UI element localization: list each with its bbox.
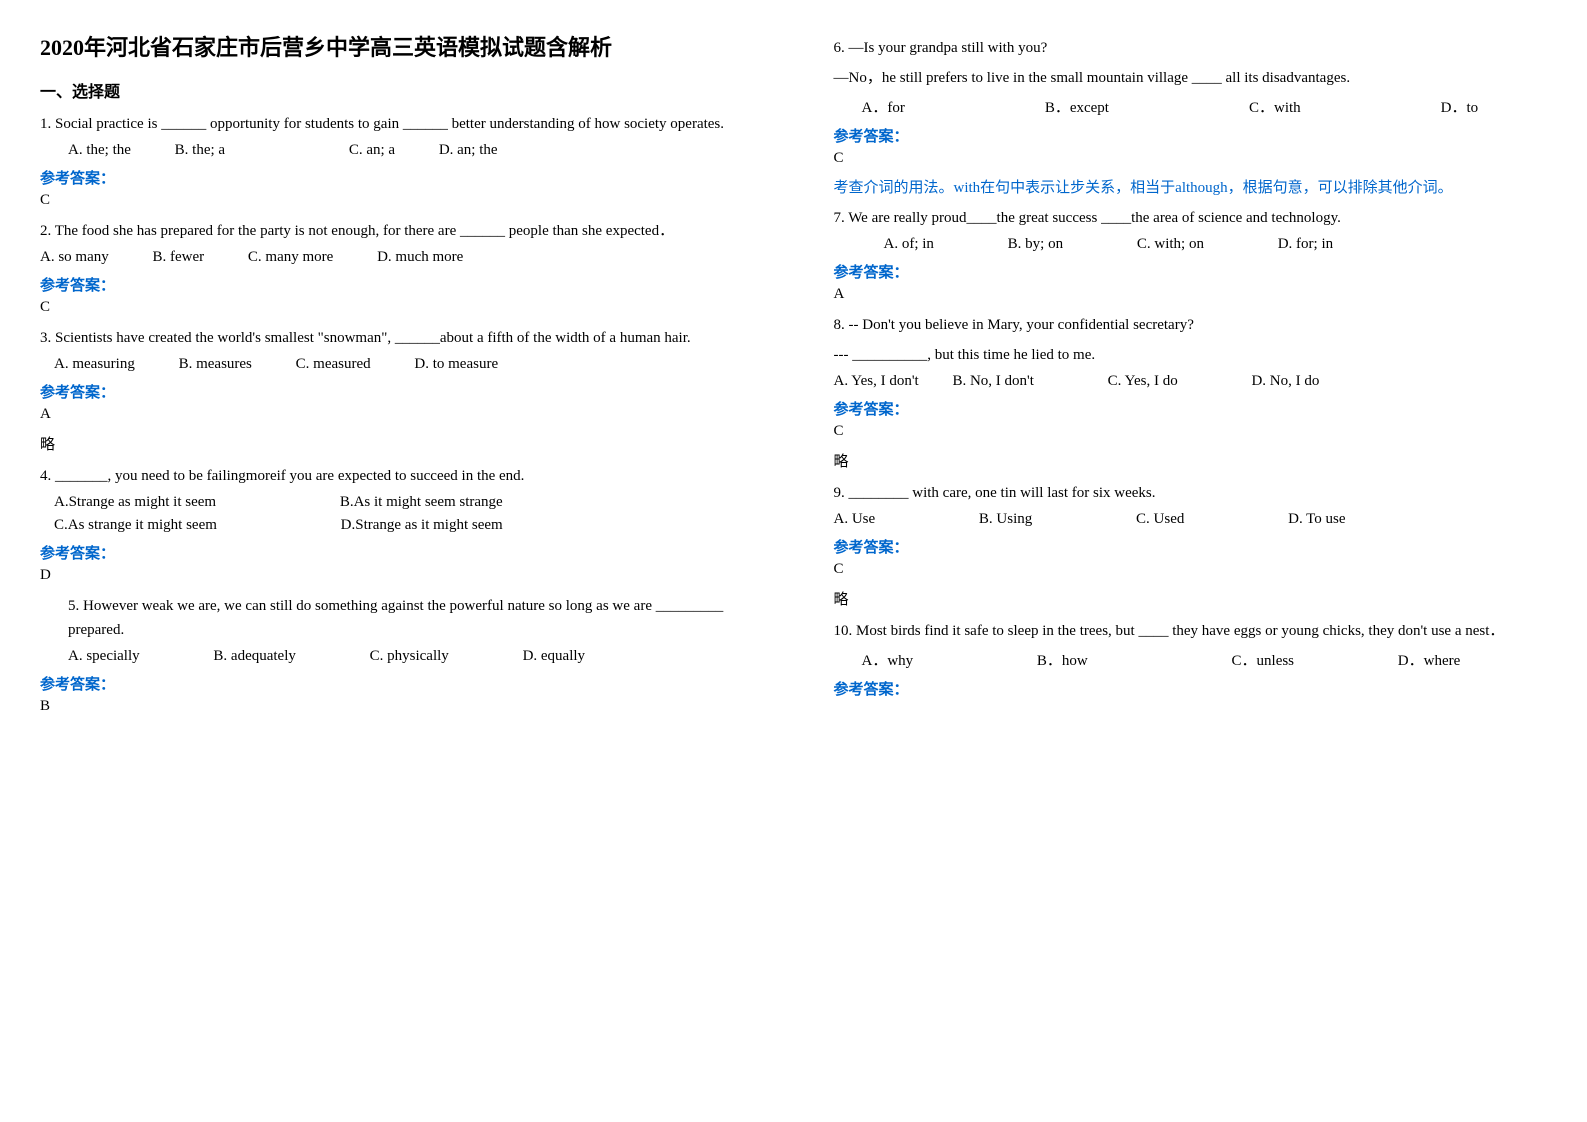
q9-options: A. Use B. Using C. Used D. To use bbox=[834, 511, 1548, 528]
q6-b: B．except bbox=[1045, 96, 1109, 117]
q5-c: C. physically bbox=[370, 648, 449, 665]
q7-text: 7. We are really proud____the great succ… bbox=[834, 206, 1548, 230]
q6-a: A．for bbox=[862, 96, 905, 117]
q4-d: D.Strange as it might seem bbox=[341, 517, 503, 534]
q3-extra: 略 bbox=[40, 433, 754, 454]
q6-options: A．for B．except C．with D．to bbox=[834, 96, 1548, 117]
q1-text: 1. Social practice is ______ opportunity… bbox=[40, 112, 754, 136]
q10-c: C．unless bbox=[1232, 649, 1295, 670]
q3-ref: 参考答案： bbox=[40, 381, 754, 402]
q7-c: C. with; on bbox=[1137, 236, 1204, 253]
q10-a: A．why bbox=[862, 649, 914, 670]
q9-extra: 略 bbox=[834, 588, 1548, 609]
q10-b: B．how bbox=[1037, 649, 1088, 670]
q1-d: D. an; the bbox=[439, 142, 498, 159]
q8-extra: 略 bbox=[834, 450, 1548, 471]
q9-text: 9. ________ with care, one tin will last… bbox=[834, 481, 1548, 505]
q6-ans: C bbox=[834, 150, 1548, 167]
q8-b: B. No, I don't bbox=[952, 373, 1033, 390]
q9-b: B. Using bbox=[979, 511, 1032, 528]
q3-ans: A bbox=[40, 406, 754, 423]
q4-ans: D bbox=[40, 567, 754, 584]
q6-c: C．with bbox=[1249, 96, 1301, 117]
q5-a: A. specially bbox=[68, 648, 140, 665]
q6-note: 考查介词的用法。with在句中表示让步关系，相当于although，根据句意，可… bbox=[834, 177, 1548, 200]
q7-a: A. of; in bbox=[884, 236, 934, 253]
q3-options: A. measuring B. measures C. measured D. … bbox=[40, 356, 754, 373]
q4-text: 4. _______, you need to be failingmoreif… bbox=[40, 464, 754, 488]
q6-d: D．to bbox=[1441, 96, 1479, 117]
q8-a: A. Yes, I don't bbox=[834, 373, 919, 390]
q4-b: B.As it might seem strange bbox=[340, 494, 503, 511]
q4-options-row1: A.Strange as might it seem B.As it might… bbox=[40, 494, 754, 511]
q3-text: 3. Scientists have created the world's s… bbox=[40, 326, 754, 350]
q10-options: A．why B．how C．unless D．where bbox=[834, 649, 1548, 670]
q7-ans: A bbox=[834, 286, 1548, 303]
q5-options: A. specially B. adequately C. physically… bbox=[40, 648, 754, 665]
q7-ref: 参考答案： bbox=[834, 261, 1548, 282]
q3-c: C. measured bbox=[296, 356, 371, 373]
q2-b: B. fewer bbox=[153, 249, 205, 266]
q3-a: A. measuring bbox=[54, 356, 135, 373]
q2-c: C. many more bbox=[248, 249, 333, 266]
q4-c: C.As strange it might seem bbox=[54, 517, 217, 534]
q9-ref: 参考答案： bbox=[834, 536, 1548, 557]
q10-ref: 参考答案： bbox=[834, 678, 1548, 699]
q2-ans: C bbox=[40, 299, 754, 316]
q6-ref: 参考答案： bbox=[834, 125, 1548, 146]
q2-d: D. much more bbox=[377, 249, 463, 266]
q4-options-row2: C.As strange it might seem D.Strange as … bbox=[40, 517, 754, 534]
q2-options: A. so many B. fewer C. many more D. much… bbox=[40, 249, 754, 266]
q8-text2: --- __________, but this time he lied to… bbox=[834, 343, 1548, 367]
q9-ans: C bbox=[834, 561, 1548, 578]
q1-ref: 参考答案： bbox=[40, 167, 754, 188]
q2-text: 2. The food she has prepared for the par… bbox=[40, 219, 754, 243]
q8-options: A. Yes, I don't B. No, I don't C. Yes, I… bbox=[834, 373, 1548, 390]
q7-d: D. for; in bbox=[1278, 236, 1333, 253]
q2-ref: 参考答案： bbox=[40, 274, 754, 295]
q10-text: 10. Most birds find it safe to sleep in … bbox=[834, 619, 1548, 643]
q8-c: C. Yes, I do bbox=[1108, 373, 1178, 390]
q8-d: D. No, I do bbox=[1251, 373, 1319, 390]
q8-ref: 参考答案： bbox=[834, 398, 1548, 419]
q8-ans: C bbox=[834, 423, 1548, 440]
q3-d: D. to measure bbox=[414, 356, 498, 373]
q1-ans: C bbox=[40, 192, 754, 209]
q4-ref: 参考答案： bbox=[40, 542, 754, 563]
q5-b: B. adequately bbox=[213, 648, 295, 665]
q8-text1: 8. -- Don't you believe in Mary, your co… bbox=[834, 313, 1548, 337]
q6-text2: —No，he still prefers to live in the smal… bbox=[834, 66, 1548, 90]
doc-title: 2020年河北省石家庄市后营乡中学高三英语模拟试题含解析 bbox=[40, 30, 754, 62]
q7-options: A. of; in B. by; on C. with; on D. for; … bbox=[834, 236, 1548, 253]
q5-ref: 参考答案： bbox=[40, 673, 754, 694]
q6-text1: 6. —Is your grandpa still with you? bbox=[834, 36, 1548, 60]
q1-b: B. the; a bbox=[175, 142, 225, 159]
left-column: 2020年河北省石家庄市后营乡中学高三英语模拟试题含解析 一、选择题 1. So… bbox=[0, 0, 794, 1122]
q1-c: C. an; a bbox=[349, 142, 395, 159]
q5-text: 5. However weak we are, we can still do … bbox=[40, 594, 754, 642]
q5-ans: B bbox=[40, 698, 754, 715]
q2-a: A. so many bbox=[40, 249, 109, 266]
q1-options: A. the; the B. the; a C. an; a D. an; th… bbox=[40, 142, 754, 159]
section-head: 一、选择题 bbox=[40, 78, 754, 102]
right-column: 6. —Is your grandpa still with you? —No，… bbox=[794, 0, 1587, 1122]
q9-d: D. To use bbox=[1288, 511, 1345, 528]
q9-c: C. Used bbox=[1136, 511, 1184, 528]
q1-a: A. the; the bbox=[68, 142, 131, 159]
q3-b: B. measures bbox=[179, 356, 252, 373]
q9-a: A. Use bbox=[834, 511, 876, 528]
q4-a: A.Strange as might it seem bbox=[54, 494, 216, 511]
q5-d: D. equally bbox=[523, 648, 585, 665]
q7-b: B. by; on bbox=[1008, 236, 1063, 253]
q10-d: D．where bbox=[1398, 649, 1460, 670]
